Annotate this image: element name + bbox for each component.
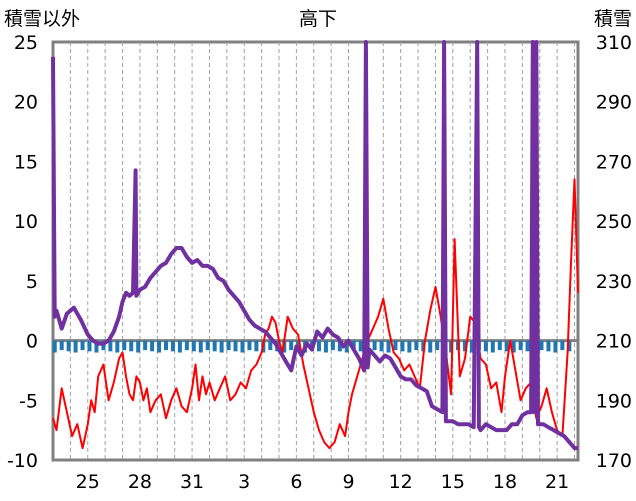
y-left-tick-label: 25	[14, 32, 38, 54]
precip-bar	[163, 340, 168, 351]
precip-bar	[546, 340, 551, 352]
precip-bar	[233, 340, 238, 352]
precip-bar	[80, 340, 85, 351]
temperature-line	[52, 178, 579, 450]
y-right-tick-label: 190	[596, 390, 632, 412]
precip-bar	[170, 340, 175, 352]
precip-bar	[157, 340, 162, 353]
precip-bar	[351, 340, 356, 351]
left-axis-title: 積雪以外	[4, 8, 80, 30]
x-tick-label: 15	[441, 471, 465, 493]
precip-bar	[435, 340, 440, 351]
precip-bar	[226, 340, 231, 351]
y-right-tick-label: 290	[596, 92, 632, 114]
x-tick-label: 18	[493, 471, 517, 493]
precip-bar	[337, 340, 342, 352]
precip-bar	[379, 340, 384, 352]
precip-bar	[177, 340, 182, 353]
precip-bar	[511, 340, 516, 353]
precip-bar	[205, 340, 210, 351]
precip-bar	[66, 340, 71, 352]
precip-bar	[393, 340, 398, 351]
precip-bar	[407, 340, 412, 353]
y-left-tick-label: -10	[7, 450, 38, 472]
x-tick-label: 3	[238, 471, 250, 493]
y-right-tick-label: 310	[596, 32, 632, 54]
x-tick-label: 12	[389, 471, 413, 493]
precip-bar	[463, 340, 468, 352]
precip-bar	[428, 340, 433, 353]
precip-bar	[52, 340, 57, 353]
y-left-tick-label: 20	[14, 92, 38, 114]
precip-bar	[150, 340, 155, 352]
precip-bar	[198, 340, 203, 353]
precip-bar	[240, 340, 245, 353]
y-left-tick-label: 0	[26, 331, 38, 353]
snow-depth-line	[51, 40, 578, 451]
precip-bar	[518, 340, 523, 351]
series-lines	[51, 40, 579, 451]
precip-bar	[386, 340, 391, 353]
precip-bar	[323, 340, 328, 353]
precip-bar	[414, 340, 419, 351]
chart-title: 高下	[299, 8, 337, 30]
precip-bar	[497, 340, 502, 351]
precip-bar	[94, 340, 99, 353]
precip-bar	[73, 340, 78, 353]
precip-bar	[219, 340, 224, 353]
precip-bar	[483, 340, 488, 352]
precip-bar	[316, 340, 321, 352]
precip-bar	[469, 340, 474, 353]
precip-bar	[122, 340, 127, 351]
precip-bar	[504, 340, 509, 352]
precip-bar	[358, 340, 363, 352]
precip-bar	[539, 340, 544, 351]
precip-bar	[268, 340, 273, 351]
precip-bar	[372, 340, 377, 351]
y-right-tick-label: 210	[596, 331, 632, 353]
precip-bar	[553, 340, 558, 353]
precip-bar	[421, 340, 426, 352]
precip-bar	[191, 340, 196, 352]
x-tick-label: 9	[342, 471, 354, 493]
y-left-tick-label: 15	[14, 151, 38, 173]
axis-labels: 25 20 15 10 5 0 -5 -10 310 290 270 250 230 210 190 170 2…	[7, 32, 632, 493]
y-right-tick-label: 250	[596, 211, 632, 233]
x-tick-label: 6	[290, 471, 302, 493]
precip-bar	[136, 340, 141, 353]
x-tick-label: 25	[76, 471, 100, 493]
precip-bar	[567, 340, 572, 352]
precip-bar	[525, 340, 530, 352]
y-left-tick-label: -5	[19, 390, 38, 412]
precip-bar	[59, 340, 64, 351]
precip-bar	[400, 340, 405, 352]
precip-bar	[87, 340, 92, 352]
y-right-tick-label: 170	[596, 450, 632, 472]
y-left-tick-label: 10	[14, 211, 38, 233]
precip-bar	[344, 340, 349, 353]
precip-bar	[115, 340, 120, 353]
right-axis-title: 積雪	[594, 8, 632, 30]
precip-bar	[330, 340, 335, 351]
x-tick-label: 31	[180, 471, 204, 493]
y-right-tick-label: 230	[596, 271, 632, 293]
precip-bar	[449, 340, 454, 353]
precip-bar	[254, 340, 259, 352]
precip-bar	[108, 340, 113, 352]
precip-bar	[560, 340, 565, 351]
precip-bar	[247, 340, 252, 351]
precip-bar	[143, 340, 148, 351]
precip-bar	[184, 340, 189, 351]
x-tick-label: 21	[545, 471, 569, 493]
y-right-tick-label: 270	[596, 151, 632, 173]
precip-bar	[129, 340, 134, 352]
precip-bar	[212, 340, 217, 352]
x-tick-label: 28	[128, 471, 152, 493]
precip-bar	[490, 340, 495, 353]
precip-bar	[289, 340, 294, 351]
y-left-tick-label: 5	[26, 271, 38, 293]
